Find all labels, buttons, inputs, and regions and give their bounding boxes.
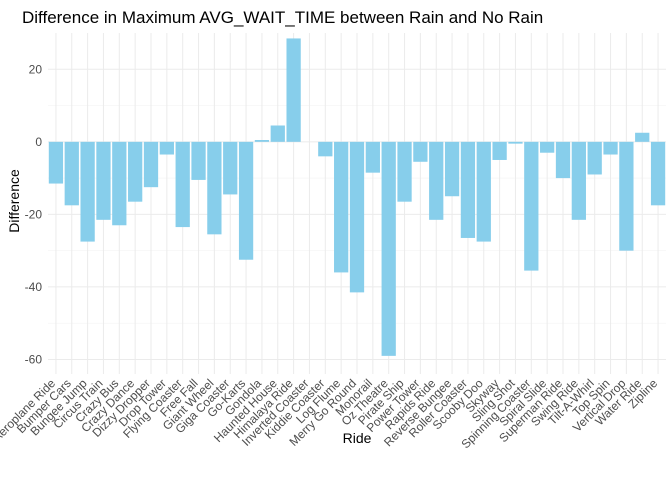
bar bbox=[429, 141, 444, 220]
bar bbox=[238, 141, 254, 260]
bar bbox=[587, 141, 602, 175]
y-tick-label: -20 bbox=[25, 207, 43, 221]
bar bbox=[254, 140, 270, 142]
y-tick-label: 0 bbox=[35, 135, 42, 149]
bar bbox=[159, 141, 174, 155]
bar bbox=[635, 132, 650, 142]
bar bbox=[175, 141, 190, 228]
bar bbox=[365, 141, 380, 173]
bar bbox=[191, 141, 206, 180]
bar bbox=[413, 141, 428, 162]
bar bbox=[555, 141, 571, 179]
bar bbox=[223, 141, 238, 195]
bar bbox=[571, 141, 586, 220]
bar bbox=[492, 141, 507, 160]
bar bbox=[128, 141, 143, 202]
bar bbox=[207, 141, 222, 235]
bar bbox=[64, 141, 79, 206]
bar bbox=[112, 141, 127, 226]
bar bbox=[318, 141, 333, 157]
bar bbox=[508, 141, 523, 144]
bar bbox=[476, 141, 491, 242]
bars bbox=[48, 38, 666, 356]
bar bbox=[349, 141, 365, 293]
chart-title: Difference in Maximum AVG_WAIT_TIME betw… bbox=[22, 8, 543, 27]
bar bbox=[143, 141, 159, 188]
y-tick-label: -40 bbox=[25, 280, 43, 294]
bar bbox=[650, 141, 666, 206]
y-axis-ticks: -60 -40 -20 0 20 bbox=[25, 62, 43, 366]
bar bbox=[80, 141, 95, 242]
bar bbox=[270, 125, 285, 142]
bar bbox=[460, 141, 476, 238]
y-axis-title: Difference bbox=[6, 169, 22, 233]
bar bbox=[444, 141, 460, 197]
y-tick-label: -60 bbox=[25, 352, 43, 366]
bar bbox=[334, 141, 349, 273]
y-tick-label: 20 bbox=[29, 62, 43, 76]
bar bbox=[524, 141, 539, 271]
bar bbox=[619, 141, 634, 251]
bar bbox=[381, 141, 396, 356]
bar bbox=[48, 141, 64, 184]
bar bbox=[397, 141, 412, 202]
bar bbox=[540, 141, 555, 153]
bar bbox=[286, 38, 301, 142]
bar bbox=[96, 141, 111, 220]
x-axis-title: Ride bbox=[343, 430, 372, 446]
bar bbox=[603, 141, 618, 155]
